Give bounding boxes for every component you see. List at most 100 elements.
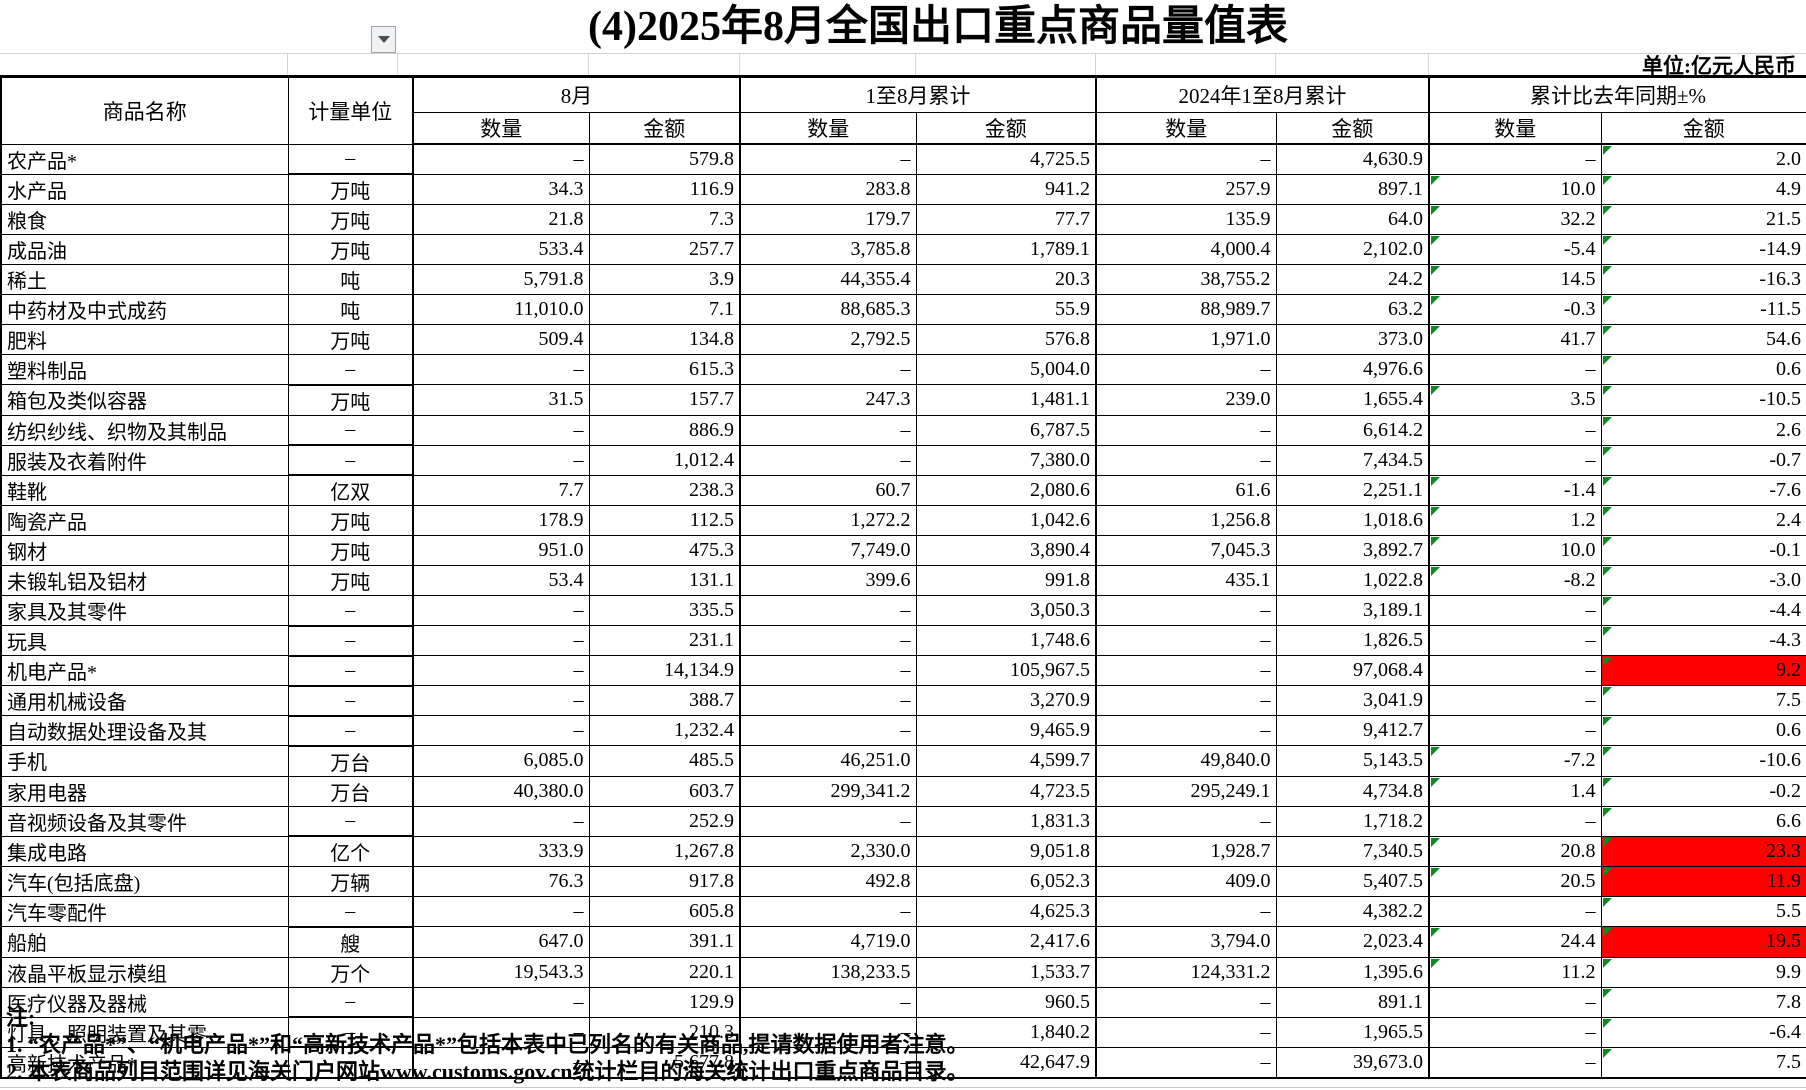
cell-v18[interactable]: 1,533.7 [915, 956, 1097, 988]
cell-name[interactable]: 高新技术产品* [0, 1046, 289, 1078]
cell-pq[interactable]: 10.0 [1428, 173, 1602, 205]
cell-v8[interactable]: 210.3 [588, 1016, 741, 1048]
cell-v24[interactable]: 2,102.0 [1275, 234, 1430, 265]
cell-name[interactable]: 玩具 [0, 625, 289, 656]
cell-v24[interactable]: 3,892.7 [1275, 535, 1430, 566]
cell-q8[interactable]: 19,543.3 [412, 956, 590, 988]
cell-pv[interactable]: 11.9 [1600, 866, 1806, 897]
cell-v18[interactable]: 9,465.9 [915, 715, 1097, 746]
cell-v18[interactable]: 4,625.3 [915, 896, 1097, 927]
cell-q24[interactable]: – [1095, 1016, 1277, 1048]
cell-name[interactable]: 纺织纱线、织物及其制品 [0, 414, 289, 446]
cell-q24[interactable]: 38,755.2 [1095, 264, 1277, 295]
cell-pq[interactable]: 11.2 [1428, 956, 1602, 988]
cell-v24[interactable]: 5,407.5 [1275, 866, 1430, 897]
cell-pv[interactable]: 0.6 [1600, 715, 1806, 746]
cell-pq[interactable]: – [1428, 896, 1602, 927]
cell-v18[interactable]: 7,380.0 [915, 444, 1097, 476]
header-group-2024-jan-aug[interactable]: 2024年1至8月累计 [1095, 76, 1430, 113]
cell-v18[interactable]: 77.7 [915, 204, 1097, 235]
cell-q24[interactable]: – [1095, 896, 1277, 927]
cell-pq[interactable]: 1.2 [1428, 505, 1602, 536]
cell-name[interactable]: 家具及其零件 [0, 595, 289, 626]
cell-v8[interactable]: 257.7 [588, 234, 741, 265]
cell-q18[interactable]: – [739, 354, 917, 385]
cell-q18[interactable]: – [739, 715, 917, 746]
cell-q18[interactable]: 60.7 [739, 474, 917, 506]
cell-pv[interactable]: 2.4 [1600, 505, 1806, 536]
cell-q8[interactable]: 40,380.0 [412, 775, 590, 807]
cell-unit[interactable]: 艘 [287, 926, 414, 958]
cell-v18[interactable]: 20.3 [915, 264, 1097, 295]
cell-pv[interactable]: 19.5 [1600, 926, 1806, 958]
cell-q8[interactable]: 333.9 [412, 835, 590, 867]
cell-pq[interactable]: – [1428, 354, 1602, 385]
cell-v8[interactable]: 1,267.8 [588, 835, 741, 867]
cell-v24[interactable]: 9,412.7 [1275, 715, 1430, 746]
cell-v8[interactable]: 7.1 [588, 294, 741, 325]
header-val[interactable]: 金额 [1275, 112, 1430, 145]
cell-pv[interactable]: 21.5 [1600, 204, 1806, 235]
cell-pv[interactable]: 7.5 [1600, 685, 1806, 716]
cell-q24[interactable]: – [1095, 354, 1277, 385]
header-group-jan-aug[interactable]: 1至8月累计 [739, 76, 1097, 113]
cell-v24[interactable]: 1,718.2 [1275, 805, 1430, 837]
cell-pq[interactable]: 14.5 [1428, 264, 1602, 295]
cell-v8[interactable]: 335.5 [588, 595, 741, 626]
header-qty[interactable]: 数量 [1095, 112, 1277, 145]
header-qty[interactable]: 数量 [739, 112, 917, 145]
cell-dropdown-button[interactable] [371, 26, 396, 53]
cell-pq[interactable]: -7.2 [1428, 745, 1602, 777]
cell-name[interactable]: 稀土 [0, 264, 289, 295]
cell-q8[interactable]: 647.0 [412, 926, 590, 958]
cell-unit[interactable]: – [287, 685, 414, 717]
cell-q24[interactable]: – [1095, 625, 1277, 656]
cell-v8[interactable]: 238.3 [588, 474, 741, 506]
header-val[interactable]: 金额 [1600, 112, 1806, 145]
cell-unit[interactable]: – [287, 143, 414, 175]
cell-v24[interactable]: 897.1 [1275, 173, 1430, 205]
cell-unit[interactable]: – [287, 655, 414, 687]
cell-v8[interactable]: 116.9 [588, 173, 741, 205]
cell-v18[interactable]: 55.9 [915, 294, 1097, 325]
cell-q8[interactable]: – [412, 655, 590, 686]
cell-q8[interactable]: 76.3 [412, 866, 590, 897]
cell-pv[interactable]: 23.3 [1600, 835, 1806, 867]
cell-v8[interactable]: 3.9 [588, 264, 741, 295]
cell-pv[interactable]: 54.6 [1600, 324, 1806, 355]
cell-v18[interactable]: 9,051.8 [915, 835, 1097, 867]
cell-name[interactable]: 通用机械设备 [0, 685, 289, 716]
cell-pq[interactable]: 24.4 [1428, 926, 1602, 958]
cell-v24[interactable]: 4,630.9 [1275, 143, 1430, 175]
cell-q8[interactable]: 11,010.0 [412, 294, 590, 325]
cell-q24[interactable]: 124,331.2 [1095, 956, 1277, 988]
cell-name[interactable]: 灯具、照明装置及其零 [0, 1016, 289, 1048]
cell-name[interactable]: 音视频设备及其零件 [0, 805, 289, 837]
cell-q8[interactable]: 7.7 [412, 474, 590, 506]
cell-v18[interactable]: 3,050.3 [915, 595, 1097, 626]
cell-q18[interactable]: 3,785.8 [739, 234, 917, 265]
cell-q18[interactable]: – [739, 685, 917, 716]
cell-unit[interactable]: 吨 [287, 264, 414, 295]
cell-pv[interactable]: -7.6 [1600, 474, 1806, 506]
cell-pv[interactable]: -10.6 [1600, 745, 1806, 777]
cell-v18[interactable]: 941.2 [915, 173, 1097, 205]
cell-pv[interactable]: -11.5 [1600, 294, 1806, 325]
cell-pv[interactable]: 4.9 [1600, 173, 1806, 205]
cell-pv[interactable]: 2.0 [1600, 143, 1806, 175]
cell-unit[interactable]: – [287, 986, 414, 1018]
cell-v24[interactable]: 39,673.0 [1275, 1046, 1430, 1078]
cell-v8[interactable]: 605.8 [588, 896, 741, 927]
cell-q18[interactable]: 46,251.0 [739, 745, 917, 777]
cell-pv[interactable]: 9.9 [1600, 956, 1806, 988]
cell-name[interactable]: 成品油 [0, 234, 289, 265]
cell-unit[interactable]: – [287, 805, 414, 837]
cell-unit[interactable]: 亿双 [287, 474, 414, 506]
cell-unit[interactable]: 万个 [287, 956, 414, 988]
cell-name[interactable]: 钢材 [0, 535, 289, 566]
cell-q8[interactable]: 5,791.8 [412, 264, 590, 295]
cell-q18[interactable]: 179.7 [739, 204, 917, 235]
cell-q8[interactable]: – [412, 444, 590, 476]
cell-unit[interactable]: – [287, 1016, 414, 1048]
cell-unit[interactable]: 万吨 [287, 535, 414, 566]
